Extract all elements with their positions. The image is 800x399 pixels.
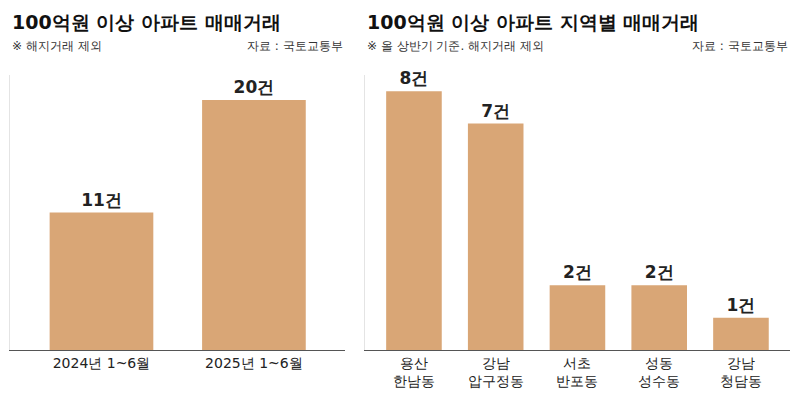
svg-text:성동성수동: 성동성수동 xyxy=(638,355,680,389)
svg-text:서초반포동: 서초반포동 xyxy=(556,355,598,389)
svg-text:2025년 1~6월: 2025년 1~6월 xyxy=(205,355,303,371)
svg-text:강남압구정동: 강남압구정동 xyxy=(468,355,524,389)
svg-text:100억원 이상 아파트 매매거래: 100억원 이상 아파트 매매거래 xyxy=(12,11,281,33)
svg-text:11건: 11건 xyxy=(81,190,122,210)
svg-text:자료 : 국토교통부: 자료 : 국토교통부 xyxy=(692,39,788,53)
svg-text:자료 : 국토교통부: 자료 : 국토교통부 xyxy=(247,39,343,53)
svg-text:100억원 이상 아파트 지역별 매매거래: 100억원 이상 아파트 지역별 매매거래 xyxy=(367,11,699,33)
svg-text:2024년 1~6월: 2024년 1~6월 xyxy=(53,355,151,371)
svg-text:20건: 20건 xyxy=(234,77,275,97)
svg-text:※ 올 상반기 기준. 해지거래 제외: ※ 올 상반기 기준. 해지거래 제외 xyxy=(367,39,544,53)
svg-text:1건: 1건 xyxy=(727,295,756,315)
svg-text:2건: 2건 xyxy=(563,262,592,282)
svg-text:8건: 8건 xyxy=(400,68,429,88)
svg-text:2건: 2건 xyxy=(645,262,674,282)
svg-text:강남청담동: 강남청담동 xyxy=(720,355,762,389)
svg-text:※ 해지거래 제외: ※ 해지거래 제외 xyxy=(12,39,102,53)
svg-text:용산한남동: 용산한남동 xyxy=(393,355,435,389)
svg-text:7건: 7건 xyxy=(481,101,510,121)
